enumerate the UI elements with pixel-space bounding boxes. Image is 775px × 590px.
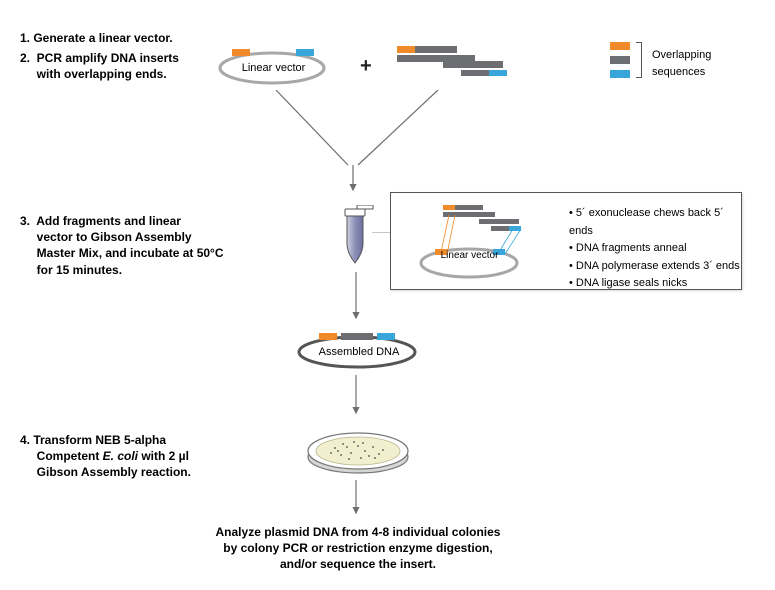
assembled-orange xyxy=(319,333,337,340)
linear-vector-label-top-text: Linear vector xyxy=(242,62,306,74)
legend-text-inner: Overlapping sequences xyxy=(652,49,711,78)
callout-assembly-graphic xyxy=(399,201,559,283)
callout-bullet-1: 5´ exonuclease chews back 5´ ends xyxy=(569,205,741,240)
arrow-assembled-to-plate xyxy=(348,375,364,420)
step-4-line2a: Competent xyxy=(37,449,103,463)
step-2-text: 2. PCR amplify DNA inserts with overlapp… xyxy=(20,50,179,82)
arrow-plate-to-final xyxy=(348,480,364,520)
overlap-orange-cap-top xyxy=(232,49,250,56)
callout-bullet-list: 5´ exonuclease chews back 5´ ends DNA fr… xyxy=(561,205,741,293)
callout-bullet-3: DNA polymerase extends 3´ ends xyxy=(569,258,741,276)
arrow-tube-to-assembled xyxy=(348,272,364,325)
callout-bullet-4: DNA ligase seals nicks xyxy=(569,275,741,293)
converge-arrows xyxy=(248,90,468,200)
legend-swatch-blue xyxy=(610,70,630,78)
assembled-grey xyxy=(341,333,373,340)
legend-swatch-orange xyxy=(610,42,630,50)
step-4-line2b-italic: E. coli xyxy=(103,449,138,463)
insert-fragments-top xyxy=(397,46,527,76)
step-4-text: 4. Transform NEB 5-alpha Competent E. co… xyxy=(20,432,191,481)
assembled-blue xyxy=(377,333,395,340)
petri-plate-icon xyxy=(303,425,413,480)
step-4-line1: 4. Transform NEB 5-alpha xyxy=(20,433,166,447)
assembled-dna-label: Assembled DNA xyxy=(314,346,404,358)
legend-swatches xyxy=(610,42,630,78)
step-4-line2c: with 2 µl xyxy=(138,449,189,463)
step-1-label: 1. Generate a linear vector. xyxy=(20,31,173,45)
callout-bullet-2: DNA fragments anneal xyxy=(569,240,741,258)
plus-icon: + xyxy=(360,55,372,78)
legend-swatch-grey xyxy=(610,56,630,64)
legend-bracket xyxy=(636,42,642,78)
step-3-text: 3. Add fragments and linear vector to Gi… xyxy=(20,213,224,278)
step-4-line3: Gibson Assembly reaction. xyxy=(37,465,191,479)
step-2-label: 2. PCR amplify DNA inserts with overlapp… xyxy=(20,51,179,81)
overlap-blue-cap-top xyxy=(296,49,314,56)
legend-text: Overlapping sequences xyxy=(652,47,711,80)
callout-linear-vector-label-text: Linear vector xyxy=(441,250,499,261)
reaction-tube-icon xyxy=(337,205,377,275)
callout-box: Linear vector 5´ exonuclease chews back … xyxy=(390,192,742,290)
final-analysis-text: Analyze plasmid DNA from 4-8 individual … xyxy=(178,524,538,573)
final-analysis-text-inner: Analyze plasmid DNA from 4-8 individual … xyxy=(216,525,501,571)
linear-vector-label-top: Linear vector xyxy=(239,62,308,74)
step-3-label: 3. Add fragments and linear vector to Gi… xyxy=(20,214,224,277)
callout-connector-line xyxy=(372,232,390,233)
step-1-text: 1. Generate a linear vector. xyxy=(20,30,173,46)
assembled-dna-label-text: Assembled DNA xyxy=(319,346,400,358)
callout-linear-vector-label: Linear vector xyxy=(435,250,504,261)
